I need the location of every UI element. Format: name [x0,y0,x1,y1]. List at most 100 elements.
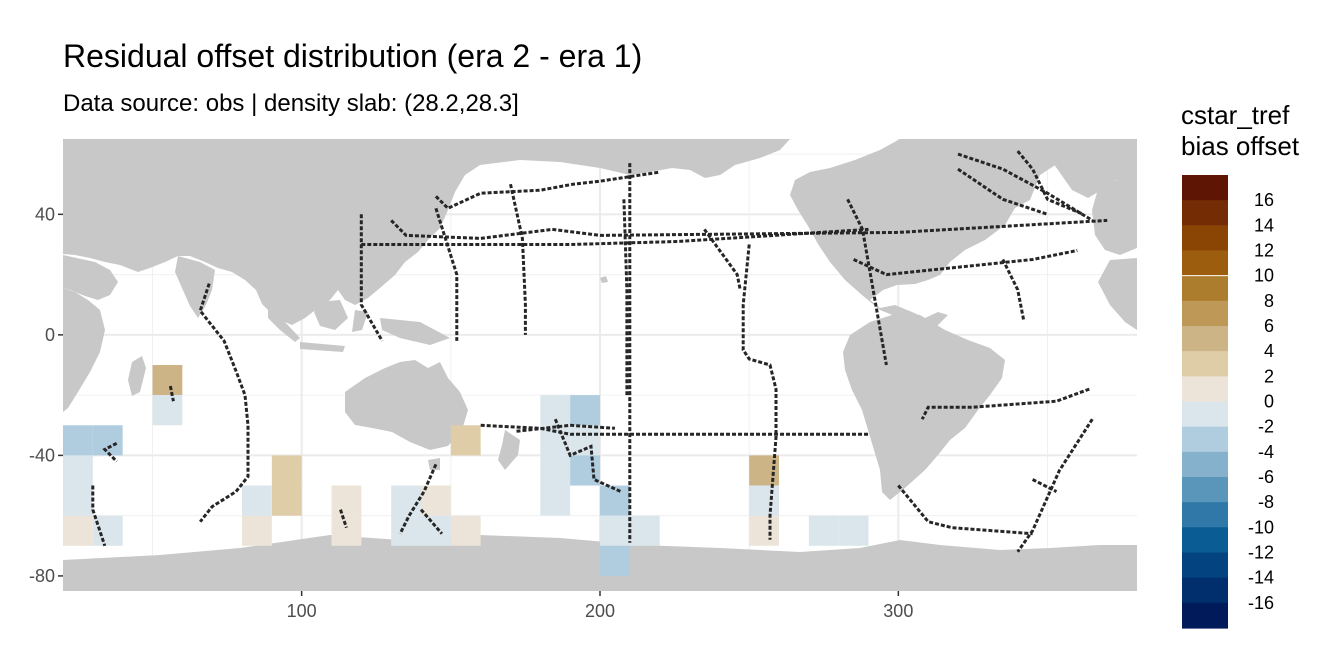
heatmap-cell [63,485,93,516]
cruise-tracks [91,150,1108,553]
legend-label: -14 [1248,568,1274,588]
legend-swatch [1182,225,1228,252]
heatmap-cell [63,425,93,456]
legend-title-line-2: bias offset [1181,131,1300,161]
land-new-zealand [498,430,520,470]
cruise-track [957,167,1048,216]
legend-label: -12 [1248,543,1274,563]
heatmap-cell [92,515,123,546]
heatmap-cell [450,425,481,456]
heatmap-cell [331,515,362,546]
legend-swatch [1182,175,1228,201]
cruise-track [516,423,616,433]
legend-swatch [1182,426,1228,453]
heatmap-cell [421,515,451,546]
legend-swatch [1182,326,1228,352]
legend-swatch [1182,376,1228,403]
legend-swatch [1182,200,1228,226]
legend-swatch [1182,451,1228,478]
heatmap-cell [331,485,362,516]
cruise-track [419,508,444,535]
legend-label: 0 [1264,392,1274,412]
legend-label: 6 [1264,316,1274,336]
cruise-track [553,418,622,493]
land-india [175,256,215,318]
cruise-track [339,509,348,529]
cruise-track [398,463,438,535]
land-south-america [843,313,1005,500]
cruise-track [852,249,1078,277]
land-eurasia [63,139,790,325]
heatmap-cell [242,485,272,516]
cruise-track [957,152,1094,222]
heatmap-cell [570,425,600,456]
cruise-track [846,198,888,366]
legend-label: -6 [1258,467,1274,487]
heatmap-cell [570,395,600,426]
heatmap-cell [629,515,660,546]
y-tick-label: -40 [29,445,55,465]
heatmap-cell [838,515,869,546]
legend-swatch [1182,401,1228,428]
heatmap-cell [391,485,421,516]
legend-label: -10 [1248,517,1274,537]
legend-label: 10 [1254,266,1274,286]
land-europe-right [1092,178,1137,255]
heatmap-cell [749,455,779,486]
legend-swatch [1182,602,1228,629]
legend-swatch [1182,275,1228,302]
legend-title-line-1: cstar_tref [1181,100,1290,130]
cruise-track [741,244,778,540]
heatmap-cell [92,425,123,456]
land-hawaii [600,276,608,283]
land-australia [345,360,468,450]
legend-swatch [1182,250,1228,277]
land-africa-left [63,288,105,412]
legend: 16 14 12 10 8 6 4 2 0 -2 -4 -6 -8 -10 -12 -14 -16 [1182,175,1274,629]
land-new-guinea [380,318,450,345]
heatmap-cell [271,485,302,516]
cruise-track [622,199,629,396]
legend-label: 2 [1264,366,1274,386]
heatmap-cell [808,515,839,546]
land-arabia [63,255,118,300]
land-indochina [255,280,292,322]
land-africa-right [1098,258,1137,330]
heatmap-cell [600,485,630,516]
land-philippines [352,260,370,300]
x-tick-label: 100 [287,601,317,621]
cruise-track [1001,258,1026,321]
heatmap-cell [63,515,93,546]
land-tasmania [428,458,440,470]
land-greenland [1040,139,1137,198]
legend-swatch [1182,351,1228,377]
legend-swatch [1182,300,1228,327]
heatmap-cell [540,485,571,516]
cruise-track [361,227,869,246]
y-tick-label: -80 [29,566,55,586]
legend-label: 14 [1254,215,1274,235]
legend-swatch [1182,502,1228,528]
y-tick-label: 0 [45,325,55,345]
cruise-track [168,385,175,402]
cruise-track [102,441,118,463]
heatmap-cell [600,545,630,576]
cruise-track [1031,478,1058,493]
cruise-track [1016,418,1094,553]
heatmap-cell [450,515,481,546]
land-java [300,342,345,352]
legend-label: -2 [1258,417,1274,437]
heatmap-cell [271,455,302,486]
heatmap-cell [749,515,779,546]
heatmap-cell [63,455,93,486]
y-tick-label: 40 [35,204,55,224]
chart-title: Residual offset distribution (era 2 - er… [63,38,643,74]
cruise-track [91,485,107,547]
cruise-track [897,484,1033,536]
legend-swatch [1182,552,1228,579]
cruise-track [703,228,742,290]
land-borneo [314,300,348,330]
legend-label: -4 [1258,442,1274,462]
land-sumatra [268,310,300,342]
